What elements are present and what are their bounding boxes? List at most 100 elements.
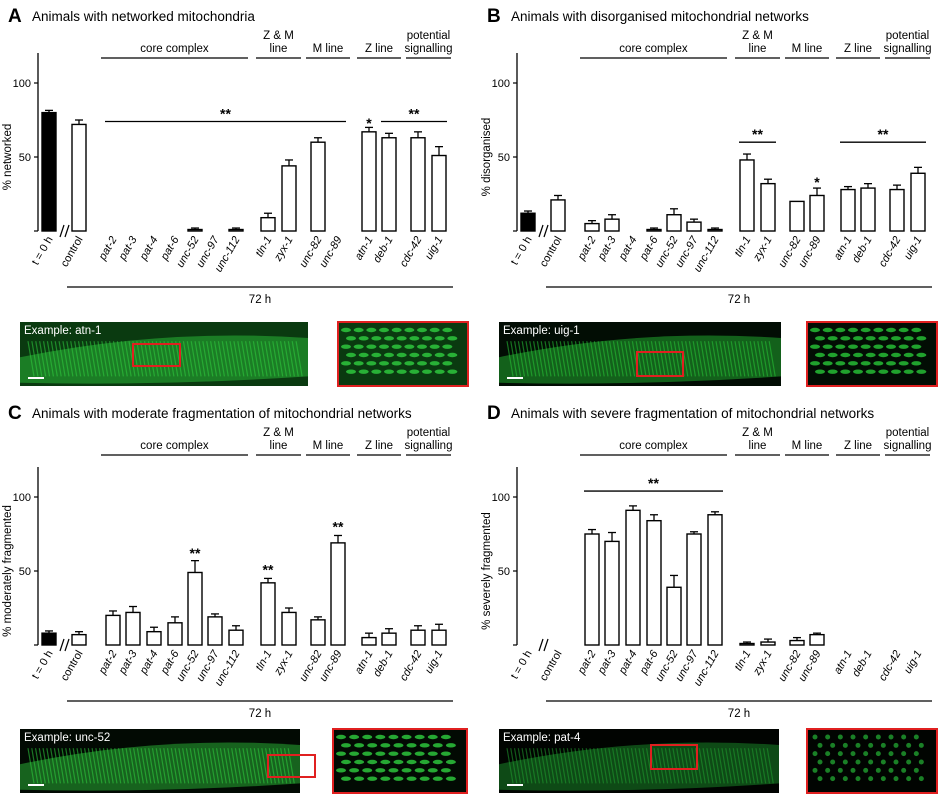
mitochondrion (888, 751, 894, 757)
mitochondrion (893, 742, 899, 748)
mitochondrion (401, 734, 412, 740)
myofilament (202, 341, 210, 377)
mitochondrion (863, 751, 869, 757)
myofilament (93, 341, 101, 377)
mitochondrion (393, 743, 404, 748)
panel-letter: C (8, 403, 22, 424)
myofilament (623, 748, 631, 784)
myofilament (627, 748, 635, 784)
y-tick-label: 50 (19, 152, 31, 164)
mitochondrion (341, 743, 351, 748)
mitochondrion (906, 759, 912, 765)
bar-pat-6 (167, 622, 183, 646)
significance-marker: * (814, 174, 820, 190)
mitochondrion (380, 759, 391, 765)
myofilament (170, 748, 178, 784)
category-label: uig-1 (423, 649, 446, 676)
myofilament (61, 748, 69, 784)
category-label: pat-4 (137, 235, 160, 264)
mitochondrion (848, 361, 858, 366)
mitochondrion (419, 776, 430, 781)
mitochondrion (837, 751, 843, 757)
bar-pat-6 (646, 228, 662, 232)
myofilament (62, 341, 70, 377)
mitochondrion (353, 344, 364, 349)
mitochondrion (918, 759, 924, 765)
myofilament (713, 748, 722, 784)
mitochondrion (371, 369, 382, 374)
mitochondrion (825, 751, 831, 757)
mitochondrion (873, 361, 884, 366)
bar-unc-52 (187, 571, 203, 646)
myofilament (245, 341, 253, 377)
myofilament (536, 748, 544, 784)
group-label: line (749, 43, 767, 55)
mitochondrion (906, 742, 912, 748)
myofilament (234, 748, 243, 784)
myofilament (133, 748, 141, 784)
myofilament (159, 748, 167, 784)
mitochondrion (812, 734, 818, 740)
bar-t = 0 h (41, 632, 57, 646)
myofilament (559, 341, 567, 377)
group-label: Z line (365, 43, 393, 55)
mitochondrion (366, 327, 377, 333)
category-label: pat-3 (116, 648, 140, 677)
myofilament (658, 341, 666, 377)
myofilament (764, 341, 772, 377)
myofilament (734, 341, 742, 377)
myofilament (761, 341, 769, 377)
myofilament (609, 341, 617, 377)
significance-marker: * (366, 115, 372, 131)
mitochondrion (396, 352, 407, 358)
mitochondrion (434, 369, 445, 374)
myofilament (241, 341, 249, 377)
myofilament (721, 748, 729, 784)
category-label: pat-4 (616, 649, 639, 678)
mitochondrion (903, 336, 914, 341)
mitochondrion (336, 751, 346, 756)
mitochondrion (379, 361, 389, 366)
myofilament (171, 341, 179, 377)
myofilament (643, 341, 651, 377)
myofilament (197, 748, 205, 784)
mitochondrion (409, 369, 420, 374)
mitochondrion (404, 327, 415, 333)
axis-break-mark (64, 224, 70, 238)
myofilament (65, 748, 73, 784)
mitochondrion (860, 361, 871, 366)
myofilament (121, 748, 129, 784)
myofilament (745, 341, 753, 377)
category-label: zyx-1 (272, 235, 296, 265)
bar-unc-52 (666, 214, 682, 232)
mitochondrion (891, 336, 901, 341)
myofilament (544, 748, 552, 784)
example-label: Example: atn-1 (24, 325, 101, 337)
bar-unc-97 (686, 533, 702, 646)
mitochondrion (916, 352, 927, 358)
myofilament (647, 341, 655, 377)
panel-A: A Animals with networked mitochondria 50 10… (2, 6, 469, 387)
myofilament (175, 341, 183, 377)
myofilament (601, 341, 609, 377)
myofilament (81, 341, 89, 377)
myofilament (683, 748, 691, 784)
mitochondrion (886, 327, 896, 333)
mitochondrion (898, 344, 909, 349)
myofilament (190, 341, 198, 377)
mitochondrion (384, 352, 394, 358)
myofilament (687, 748, 695, 784)
myofilament (704, 341, 712, 377)
mitochondrion (417, 327, 427, 333)
axis-break-mark (59, 224, 65, 238)
mitochondrion (391, 327, 402, 333)
mitochondrion (853, 369, 863, 374)
mitochondrion (419, 759, 430, 765)
myofilament (72, 748, 80, 784)
bar-cdc-42 (410, 629, 426, 646)
mitochondrion (353, 361, 364, 366)
axis-break-mark (538, 638, 544, 652)
mitochondrion (354, 776, 365, 781)
myofilament (578, 748, 586, 784)
myofilament (257, 748, 265, 784)
